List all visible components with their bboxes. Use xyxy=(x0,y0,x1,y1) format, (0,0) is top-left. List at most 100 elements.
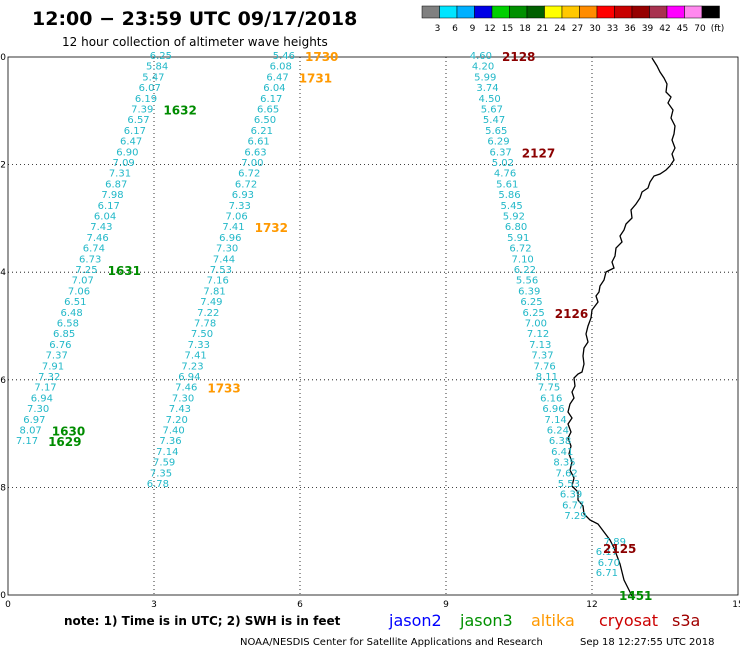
wave-height-value: 5.67 xyxy=(481,105,503,116)
wave-height-value: 5.92 xyxy=(503,212,525,223)
colorbar-swatch xyxy=(491,5,510,19)
wave-height-value: 7.43 xyxy=(90,222,112,233)
wave-height-value: 7.62 xyxy=(556,468,578,479)
colorbar-label: 12 xyxy=(484,24,495,34)
wave-height-value: 7.30 xyxy=(27,404,49,415)
wave-height-value: 7.50 xyxy=(191,329,213,340)
wave-height-value: 6.38 xyxy=(549,436,571,447)
colorbar-label: 30 xyxy=(589,24,601,34)
wave-height-value: 6.85 xyxy=(53,329,75,340)
wave-height-value: 6.17 xyxy=(124,126,146,137)
colorbar-label: 21 xyxy=(537,24,548,34)
wave-height-value: 5.84 xyxy=(146,62,168,73)
wave-height-value: 8.35 xyxy=(553,458,575,469)
wave-height-value: 7.20 xyxy=(166,415,188,426)
wave-height-value: 7.10 xyxy=(512,254,534,265)
wave-height-value: 7.39 xyxy=(131,105,153,116)
wave-height-value: 6.08 xyxy=(270,62,292,73)
satellite-legend: jason2 jason3 altika cryosat s3a xyxy=(388,611,700,630)
wave-height-value: 6.73 xyxy=(79,254,101,265)
wave-height-value: 6.94 xyxy=(31,393,53,404)
wave-height-value: 6.63 xyxy=(244,147,266,158)
colorbar-swatch xyxy=(474,5,493,19)
wave-height-value: 7.17 xyxy=(34,383,56,394)
wave-height-value: 7.46 xyxy=(175,383,197,394)
wave-height-value: 7.00 xyxy=(525,319,547,330)
wave-height-value: 7.30 xyxy=(216,244,238,255)
colorbar-legend: 3 6 9 12 15 18 21 24 27 30 33 36 39 42 45 70 (ft) xyxy=(421,5,724,34)
wave-height-value: 6.97 xyxy=(23,415,45,426)
wave-height-value: 5.99 xyxy=(474,72,496,83)
wave-height-value: 7.41 xyxy=(222,222,244,233)
wave-height-value: 7.23 xyxy=(181,361,203,372)
time-label: 2127 xyxy=(522,146,555,160)
axis-labels: 0 3 6 9 12 15 -10 -12 -14 -16 -18 -20 xyxy=(0,53,740,610)
colorbar-label: 24 xyxy=(554,24,566,34)
wave-height-value: 6.72 xyxy=(238,169,260,180)
wave-height-value: 7.22 xyxy=(197,308,219,319)
time-label: 1630 xyxy=(52,425,85,439)
coastline xyxy=(567,57,676,597)
wave-height-value: 6.17 xyxy=(98,201,120,212)
wave-height-value: 6.24 xyxy=(547,426,569,437)
legend-altika: altika xyxy=(531,611,575,630)
wave-height-value: 5.56 xyxy=(516,276,538,287)
wave-height-value: 7.09 xyxy=(113,158,135,169)
time-label: 1631 xyxy=(108,264,141,278)
wave-height-value: 7.35 xyxy=(150,468,172,479)
colorbar-swatch xyxy=(579,5,598,19)
time-label: 1730 xyxy=(305,50,338,64)
wave-height-value: 6.19 xyxy=(135,94,157,105)
wave-height-value: 5.61 xyxy=(496,179,518,190)
wave-height-value: 4.60 xyxy=(470,51,492,62)
wave-height-value: 6.47 xyxy=(266,72,288,83)
colorbar-swatch xyxy=(684,5,703,19)
colorbar-swatch xyxy=(456,5,475,19)
colorbar-swatch xyxy=(596,5,615,19)
wave-height-value: 6.04 xyxy=(263,83,285,94)
wave-height-value: 6.39 xyxy=(560,490,582,501)
colorbar-label: 18 xyxy=(519,24,531,34)
wave-height-value: 7.37 xyxy=(531,351,553,362)
wave-height-value: 5.46 xyxy=(273,51,295,62)
time-label: 1632 xyxy=(163,104,196,118)
wave-height-value: 7.91 xyxy=(42,361,64,372)
colorbar-label: 6 xyxy=(452,24,458,34)
colorbar-swatch xyxy=(439,5,458,19)
wave-height-value: 7.46 xyxy=(86,233,108,244)
wave-height-value: 6.21 xyxy=(251,126,273,137)
wave-height-value: 6.41 xyxy=(551,447,573,458)
wave-height-value: 8.07 xyxy=(20,426,42,437)
wave-height-value: 5.45 xyxy=(501,201,523,212)
wave-height-value: 7.49 xyxy=(200,297,222,308)
wave-height-value: 7.33 xyxy=(229,201,251,212)
wave-height-value: 7.41 xyxy=(185,351,207,362)
wave-height-value: 5.86 xyxy=(498,190,520,201)
colorbar-label: 15 xyxy=(502,24,513,34)
wave-height-value: 7.89 xyxy=(604,537,626,548)
wave-height-value: 7.59 xyxy=(153,458,175,469)
colorbar-label: 33 xyxy=(607,24,618,34)
wave-height-value: 6.04 xyxy=(94,212,116,223)
y-tick-label: -12 xyxy=(0,161,6,171)
time-label: 2125 xyxy=(603,542,636,556)
y-tick-label: -14 xyxy=(0,268,6,278)
map-title: 12:00 − 23:59 UTC 09/17/2018 xyxy=(32,8,357,30)
wave-height-value: 5.02 xyxy=(492,158,514,169)
x-tick-label: 15 xyxy=(732,600,740,610)
x-tick-label: 0 xyxy=(5,600,11,610)
wave-height-value: 6.93 xyxy=(232,190,254,201)
time-label: 1733 xyxy=(207,382,240,396)
wave-height-value: 7.37 xyxy=(46,351,68,362)
wave-height-value: 7.30 xyxy=(172,393,194,404)
wave-height-value: 6.90 xyxy=(116,147,138,158)
wave-height-value: 6.47 xyxy=(120,137,142,148)
colorbar-label: 70 xyxy=(694,24,706,34)
y-tick-label: -18 xyxy=(0,483,6,493)
wave-height-value: 7.44 xyxy=(213,254,235,265)
wave-height-value: 7.14 xyxy=(545,415,567,426)
wave-height-value: 6.48 xyxy=(60,308,82,319)
wave-height-value: 7.17 xyxy=(16,436,38,447)
